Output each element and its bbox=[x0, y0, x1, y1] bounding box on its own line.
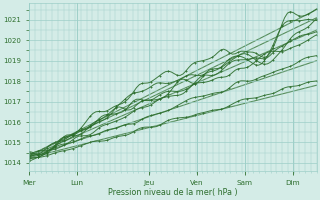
X-axis label: Pression niveau de la mer( hPa ): Pression niveau de la mer( hPa ) bbox=[108, 188, 238, 197]
